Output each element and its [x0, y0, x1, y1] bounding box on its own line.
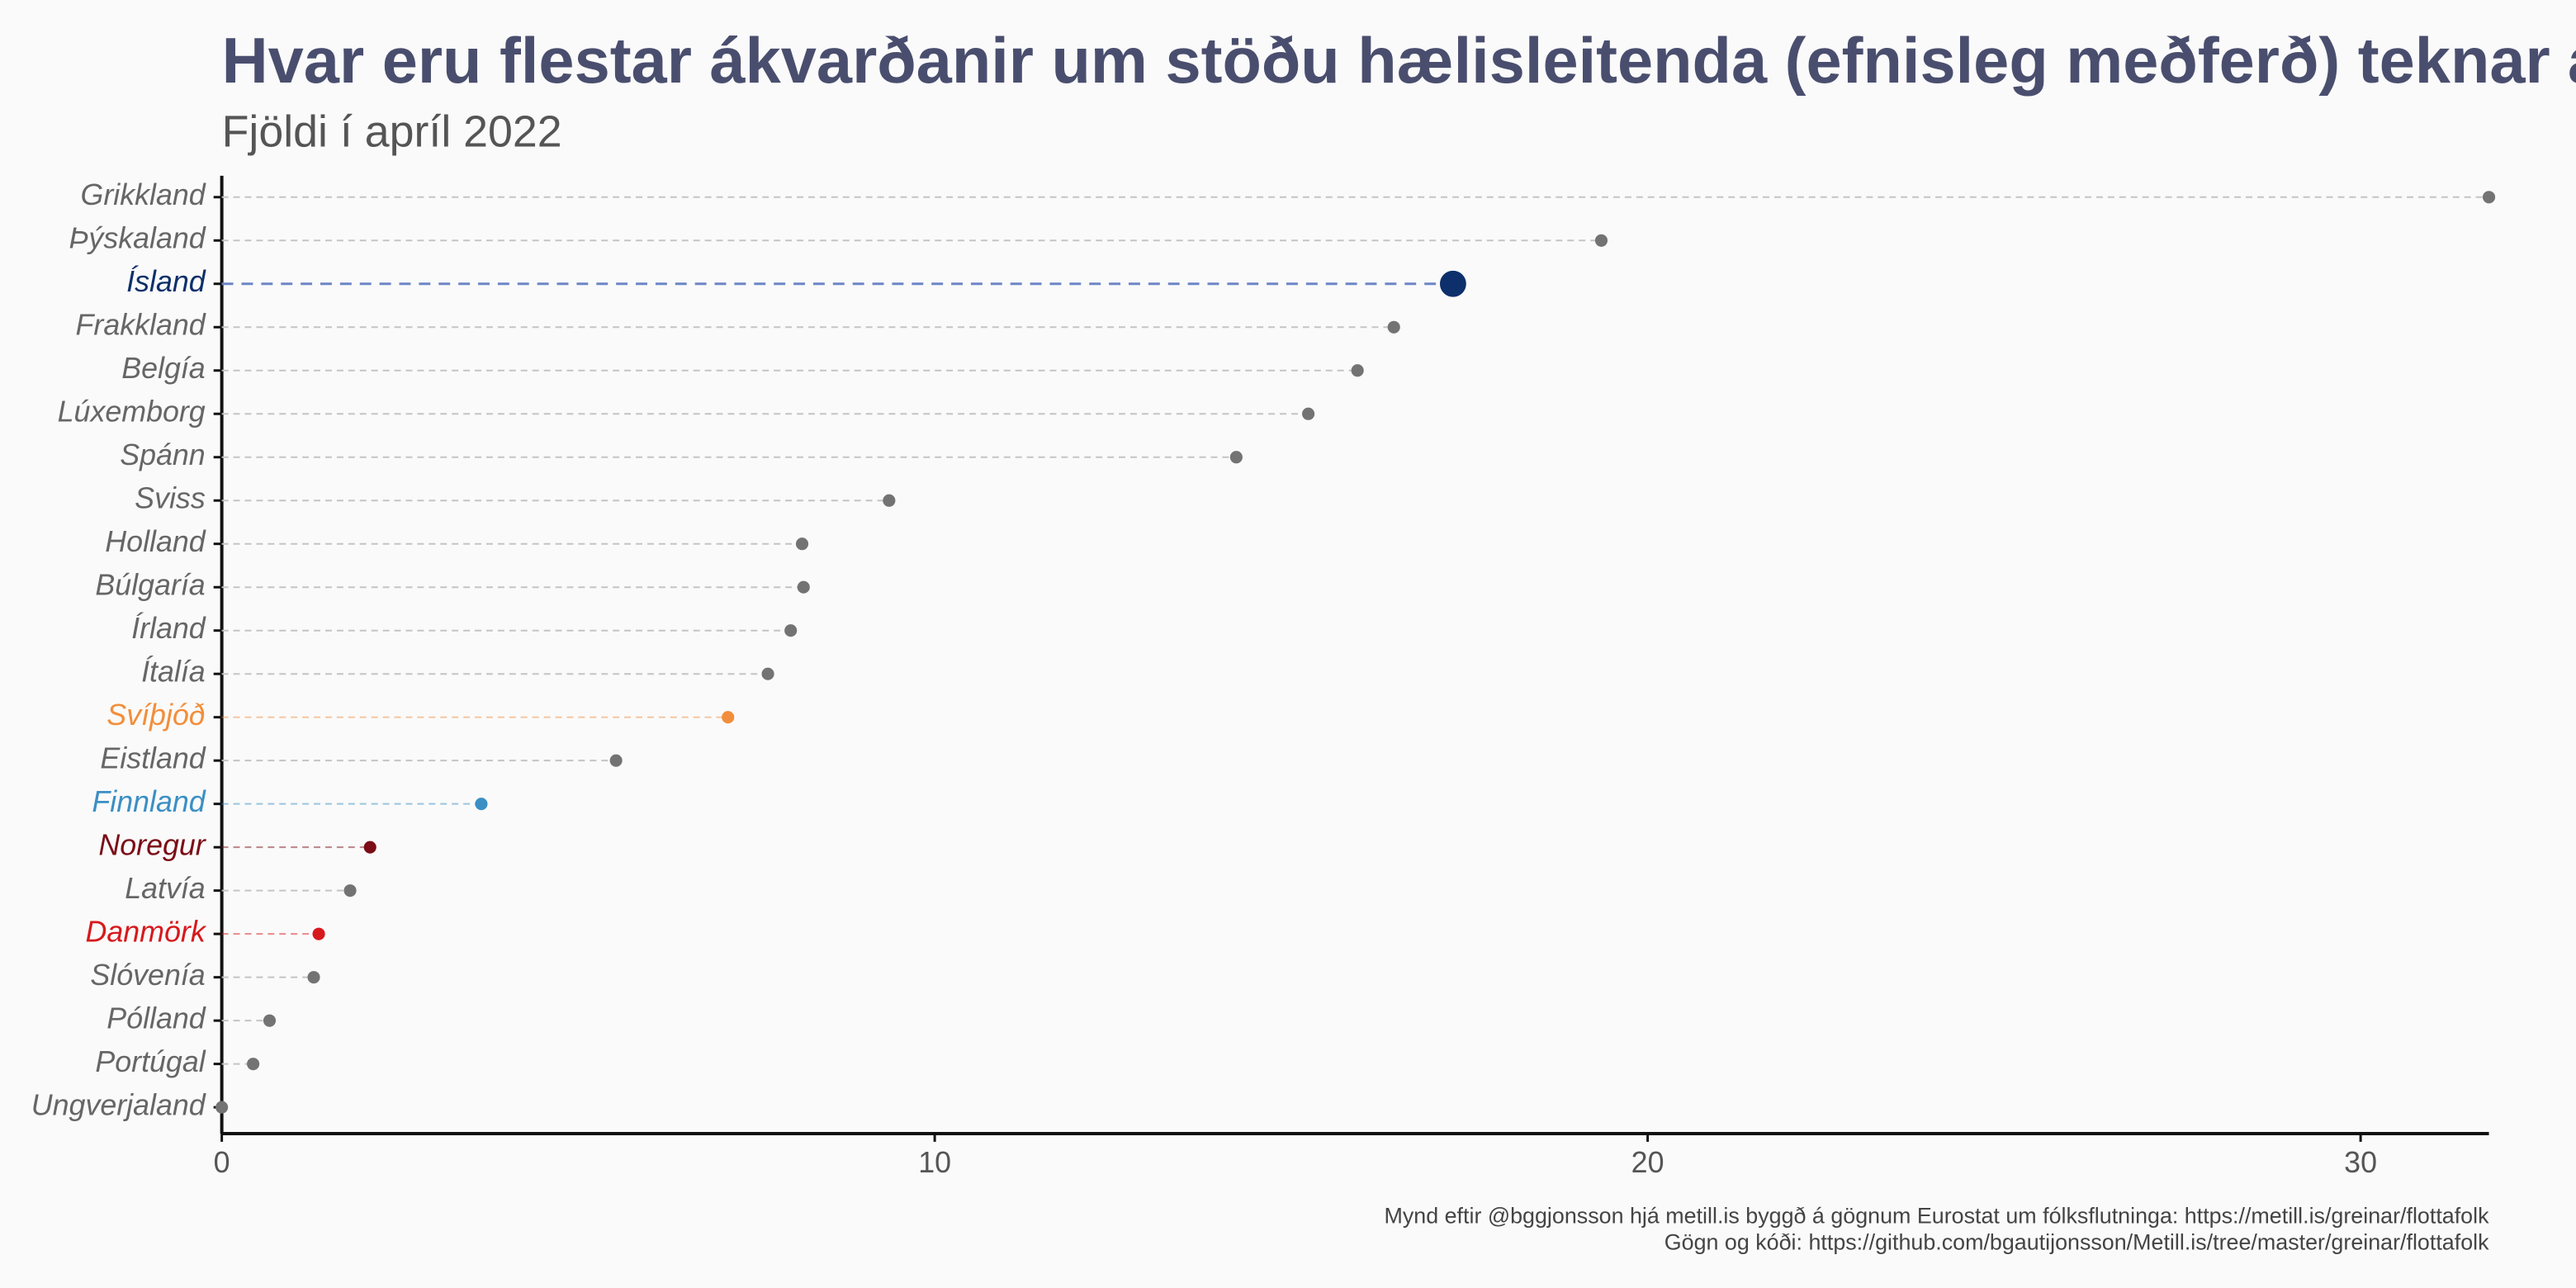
y-tick-label: Eistland	[100, 742, 206, 775]
y-tick-label: Ítalía	[141, 656, 206, 689]
dot	[609, 754, 623, 767]
y-tick-label: Frakkland	[76, 309, 206, 342]
dot	[312, 927, 325, 940]
dot	[215, 1101, 229, 1114]
y-tick-label: Finnland	[92, 785, 206, 818]
dot	[722, 711, 735, 724]
dot	[1387, 320, 1400, 334]
x-tick-label: 20	[1631, 1146, 1664, 1179]
caption: Mynd eftir @bggjonsson hjá metill.is byg…	[1384, 1204, 2489, 1229]
dot	[797, 580, 810, 594]
dot	[343, 884, 357, 897]
dot	[1594, 234, 1608, 247]
dot	[761, 667, 774, 680]
dot	[795, 537, 809, 551]
x-tick-label: 10	[918, 1146, 951, 1179]
dot	[263, 1014, 277, 1027]
y-tick-label: Þýskaland	[69, 222, 206, 255]
dot	[883, 494, 896, 507]
x-tick-label: 0	[214, 1146, 230, 1179]
y-tick-label: Holland	[105, 525, 206, 558]
y-tick-label: Ísland	[126, 265, 206, 298]
dot	[307, 971, 320, 984]
y-tick-label: Portúgal	[95, 1045, 206, 1078]
y-tick-label: Pólland	[107, 1002, 206, 1035]
y-tick-label: Spánn	[120, 438, 206, 471]
caption: Gögn og kóði: https://github.com/bgautij…	[1664, 1229, 2489, 1254]
dot	[784, 624, 798, 637]
y-tick-label: Noregur	[98, 829, 206, 862]
y-tick-label: Írland	[131, 612, 206, 645]
dot	[1302, 407, 1315, 420]
dot	[1351, 364, 1364, 377]
y-tick-label: Ungverjaland	[31, 1089, 206, 1122]
y-tick-label: Búlgaría	[95, 569, 205, 602]
chart-title: Hvar eru flestar ákvarðanir um stöðu hæl…	[222, 26, 2576, 97]
x-tick-label: 30	[2344, 1146, 2377, 1179]
y-tick-label: Grikkland	[81, 178, 206, 211]
y-tick-label: Lúxemborg	[58, 395, 206, 429]
y-tick-label: Danmörk	[86, 916, 207, 949]
y-tick-label: Slóvenía	[90, 959, 205, 992]
dot	[1439, 270, 1466, 297]
dot	[1229, 451, 1243, 464]
dot	[475, 798, 488, 811]
y-tick-label: Latvía	[125, 872, 206, 905]
y-tick-label: Belgía	[121, 352, 206, 385]
y-tick-label: Sviss	[135, 482, 206, 515]
y-tick-label: Svíþjóð	[107, 698, 205, 732]
dot	[2482, 191, 2496, 204]
chart-subtitle: Fjöldi í apríl 2022	[222, 107, 562, 156]
dot	[363, 841, 376, 854]
dot	[247, 1058, 260, 1071]
